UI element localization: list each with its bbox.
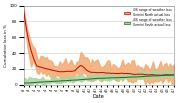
X-axis label: Date: Date <box>93 94 105 99</box>
Legend: 4/6 range of weather loss
Gemini North actual loss, 4/6 range of weather loss
Ge: 4/6 range of weather loss Gemini North a… <box>123 7 172 28</box>
Y-axis label: Cumulative loss in %: Cumulative loss in % <box>4 24 8 67</box>
